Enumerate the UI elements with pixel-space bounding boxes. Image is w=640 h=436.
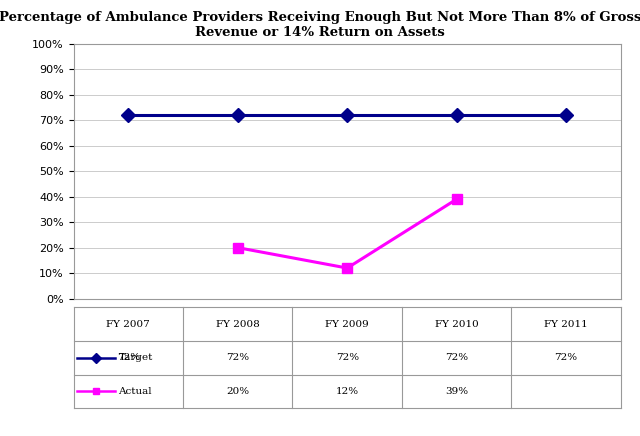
Text: Percentage of Ambulance Providers Receiving Enough But Not More Than 8% of Gross: Percentage of Ambulance Providers Receiv… — [0, 11, 640, 39]
Text: FY 2008: FY 2008 — [216, 320, 260, 329]
Text: Actual: Actual — [118, 387, 152, 396]
Text: 72%: 72% — [226, 353, 250, 362]
Text: FY 2007: FY 2007 — [106, 320, 150, 329]
Text: FY 2010: FY 2010 — [435, 320, 479, 329]
Text: 72%: 72% — [554, 353, 578, 362]
Text: FY 2011: FY 2011 — [544, 320, 588, 329]
Text: 12%: 12% — [335, 387, 359, 396]
Text: FY 2009: FY 2009 — [325, 320, 369, 329]
Text: 72%: 72% — [445, 353, 468, 362]
Text: 39%: 39% — [445, 387, 468, 396]
Text: 72%: 72% — [116, 353, 140, 362]
Text: 72%: 72% — [335, 353, 359, 362]
Text: Target: Target — [118, 353, 153, 362]
Text: 20%: 20% — [226, 387, 250, 396]
